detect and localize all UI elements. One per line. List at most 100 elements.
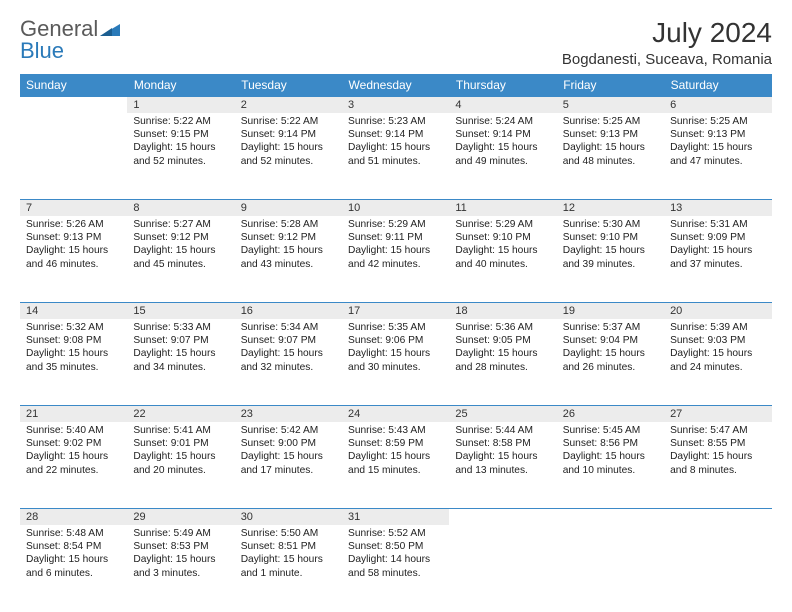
daylight-line: Daylight: 15 hours and 42 minutes. [348,244,443,271]
day-number-row: 28293031 [20,508,772,525]
sunset-line: Sunset: 9:12 PM [133,231,228,244]
day-cell: Sunrise: 5:28 AMSunset: 9:12 PMDaylight:… [235,216,342,303]
daylight-line: Daylight: 15 hours and 39 minutes. [563,244,658,271]
day-cell: Sunrise: 5:43 AMSunset: 8:59 PMDaylight:… [342,422,449,509]
sunrise-line: Sunrise: 5:47 AM [670,424,765,437]
sunset-line: Sunset: 9:10 PM [455,231,550,244]
day-cell: Sunrise: 5:25 AMSunset: 9:13 PMDaylight:… [557,113,664,200]
sunrise-line: Sunrise: 5:48 AM [26,527,121,540]
sunrise-line: Sunrise: 5:24 AM [455,115,550,128]
week-row: Sunrise: 5:32 AMSunset: 9:08 PMDaylight:… [20,319,772,406]
brand-word2: Blue [20,38,64,63]
sunset-line: Sunset: 9:06 PM [348,334,443,347]
day-cell [449,525,556,611]
day-cell-body: Sunrise: 5:29 AMSunset: 9:11 PMDaylight:… [342,216,449,275]
sunrise-line: Sunrise: 5:29 AM [348,218,443,231]
day-cell-body: Sunrise: 5:47 AMSunset: 8:55 PMDaylight:… [664,422,771,481]
day-number-cell: 18 [449,302,556,319]
daylight-line: Daylight: 15 hours and 43 minutes. [241,244,336,271]
day-cell-body: Sunrise: 5:41 AMSunset: 9:01 PMDaylight:… [127,422,234,481]
day-cell: Sunrise: 5:27 AMSunset: 9:12 PMDaylight:… [127,216,234,303]
sunset-line: Sunset: 8:59 PM [348,437,443,450]
sunset-line: Sunset: 8:56 PM [563,437,658,450]
brand-logo: General Blue [20,18,120,62]
daylight-line: Daylight: 14 hours and 58 minutes. [348,553,443,580]
day-cell-body: Sunrise: 5:52 AMSunset: 8:50 PMDaylight:… [342,525,449,584]
sunrise-line: Sunrise: 5:23 AM [348,115,443,128]
daylight-line: Daylight: 15 hours and 45 minutes. [133,244,228,271]
week-row: Sunrise: 5:40 AMSunset: 9:02 PMDaylight:… [20,422,772,509]
sunset-line: Sunset: 9:14 PM [455,128,550,141]
day-cell-body: Sunrise: 5:43 AMSunset: 8:59 PMDaylight:… [342,422,449,481]
daylight-line: Daylight: 15 hours and 6 minutes. [26,553,121,580]
sunset-line: Sunset: 9:07 PM [133,334,228,347]
sunset-line: Sunset: 9:09 PM [670,231,765,244]
day-number-cell: 6 [664,96,771,113]
daylight-line: Daylight: 15 hours and 30 minutes. [348,347,443,374]
daylight-line: Daylight: 15 hours and 52 minutes. [241,141,336,168]
day-number-cell: 10 [342,199,449,216]
day-cell-body: Sunrise: 5:28 AMSunset: 9:12 PMDaylight:… [235,216,342,275]
sunrise-line: Sunrise: 5:52 AM [348,527,443,540]
sunset-line: Sunset: 9:14 PM [348,128,443,141]
daylight-line: Daylight: 15 hours and 32 minutes. [241,347,336,374]
sunrise-line: Sunrise: 5:34 AM [241,321,336,334]
sunset-line: Sunset: 9:13 PM [26,231,121,244]
day-cell-body: Sunrise: 5:27 AMSunset: 9:12 PMDaylight:… [127,216,234,275]
week-row: Sunrise: 5:48 AMSunset: 8:54 PMDaylight:… [20,525,772,611]
day-cell: Sunrise: 5:23 AMSunset: 9:14 PMDaylight:… [342,113,449,200]
day-number-cell: 29 [127,508,234,525]
sunrise-line: Sunrise: 5:43 AM [348,424,443,437]
day-number-cell: 24 [342,405,449,422]
day-cell: Sunrise: 5:26 AMSunset: 9:13 PMDaylight:… [20,216,127,303]
day-cell-body: Sunrise: 5:32 AMSunset: 9:08 PMDaylight:… [20,319,127,378]
calendar-page: General Blue July 2024 Bogdanesti, Sucea… [0,0,792,612]
day-cell-body: Sunrise: 5:22 AMSunset: 9:15 PMDaylight:… [127,113,234,172]
sunrise-line: Sunrise: 5:22 AM [133,115,228,128]
day-cell-body: Sunrise: 5:40 AMSunset: 9:02 PMDaylight:… [20,422,127,481]
sunrise-line: Sunrise: 5:28 AM [241,218,336,231]
day-number-cell: 22 [127,405,234,422]
day-cell: Sunrise: 5:47 AMSunset: 8:55 PMDaylight:… [664,422,771,509]
sunset-line: Sunset: 9:14 PM [241,128,336,141]
day-number-cell: 4 [449,96,556,113]
daylight-line: Daylight: 15 hours and 40 minutes. [455,244,550,271]
day-cell: Sunrise: 5:39 AMSunset: 9:03 PMDaylight:… [664,319,771,406]
day-cell: Sunrise: 5:30 AMSunset: 9:10 PMDaylight:… [557,216,664,303]
day-cell-body: Sunrise: 5:26 AMSunset: 9:13 PMDaylight:… [20,216,127,275]
day-cell: Sunrise: 5:41 AMSunset: 9:01 PMDaylight:… [127,422,234,509]
week-row: Sunrise: 5:26 AMSunset: 9:13 PMDaylight:… [20,216,772,303]
month-title: July 2024 [562,18,772,49]
daylight-line: Daylight: 15 hours and 15 minutes. [348,450,443,477]
sunrise-line: Sunrise: 5:25 AM [670,115,765,128]
day-cell: Sunrise: 5:36 AMSunset: 9:05 PMDaylight:… [449,319,556,406]
weekday-header: Saturday [664,74,771,97]
daylight-line: Daylight: 15 hours and 46 minutes. [26,244,121,271]
brand-triangle-icon [100,16,120,41]
sunset-line: Sunset: 9:12 PM [241,231,336,244]
sunset-line: Sunset: 9:07 PM [241,334,336,347]
day-number-cell: 1 [127,96,234,113]
weekday-header: Thursday [449,74,556,97]
day-cell: Sunrise: 5:32 AMSunset: 9:08 PMDaylight:… [20,319,127,406]
daylight-line: Daylight: 15 hours and 49 minutes. [455,141,550,168]
sunrise-line: Sunrise: 5:25 AM [563,115,658,128]
sunrise-line: Sunrise: 5:44 AM [455,424,550,437]
sunset-line: Sunset: 8:51 PM [241,540,336,553]
day-number-cell: 20 [664,302,771,319]
day-cell: Sunrise: 5:29 AMSunset: 9:10 PMDaylight:… [449,216,556,303]
daylight-line: Daylight: 15 hours and 26 minutes. [563,347,658,374]
sunset-line: Sunset: 9:04 PM [563,334,658,347]
day-cell-body: Sunrise: 5:49 AMSunset: 8:53 PMDaylight:… [127,525,234,584]
day-number-cell: 31 [342,508,449,525]
day-cell: Sunrise: 5:22 AMSunset: 9:15 PMDaylight:… [127,113,234,200]
sunrise-line: Sunrise: 5:22 AM [241,115,336,128]
sunset-line: Sunset: 9:10 PM [563,231,658,244]
day-cell-body: Sunrise: 5:24 AMSunset: 9:14 PMDaylight:… [449,113,556,172]
day-cell-body: Sunrise: 5:50 AMSunset: 8:51 PMDaylight:… [235,525,342,584]
day-number-cell: 25 [449,405,556,422]
day-cell: Sunrise: 5:25 AMSunset: 9:13 PMDaylight:… [664,113,771,200]
day-cell: Sunrise: 5:50 AMSunset: 8:51 PMDaylight:… [235,525,342,611]
sunrise-line: Sunrise: 5:31 AM [670,218,765,231]
sunset-line: Sunset: 8:50 PM [348,540,443,553]
